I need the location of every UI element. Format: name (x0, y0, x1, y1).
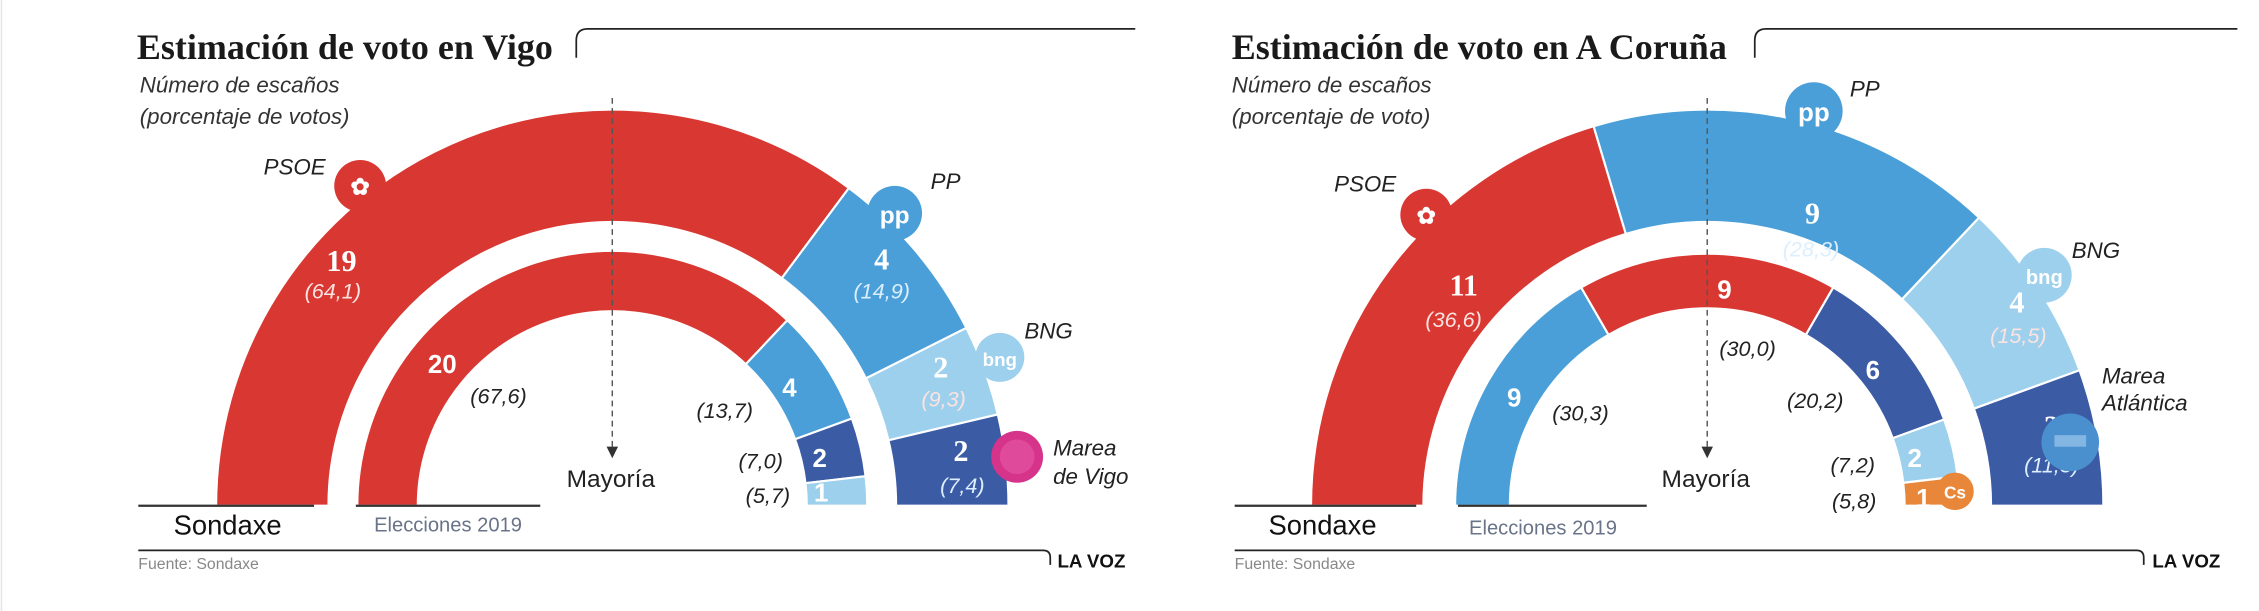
seat-label: 2 (933, 351, 948, 385)
seat-label: 4 (2009, 286, 2024, 320)
party-label-bng: BNG (1024, 319, 1072, 344)
chart-title: Estimación de voto en A Coruña (1232, 27, 1727, 67)
subtitle-line1: Número de escaños (1232, 72, 1432, 97)
footer-rule (1234, 549, 2145, 565)
party-label-psoe: PSOE (264, 154, 327, 179)
pct-label: (64,1) (305, 278, 361, 303)
majority-label: Mayoría (567, 466, 656, 493)
subtitle-line1: Número de escaños (140, 72, 340, 97)
party-label-marea-1: Marea (1053, 435, 1116, 460)
pct-label: (20,2) (1787, 388, 1843, 413)
seat-label: 9 (1805, 196, 1820, 230)
pp-logo-icon: pp (867, 185, 923, 241)
psoe-rose-logo-icon: ✿ (334, 159, 387, 212)
svg-text:pp: pp (880, 202, 910, 229)
arcs-vigo (215, 108, 1010, 507)
chart-coruna: Estimación de voto en A Coruña Número de… (1232, 27, 2238, 573)
bng-logo-icon: bng (975, 332, 1025, 382)
ring-label-2019: Elecciones 2019 (1469, 518, 1617, 540)
seat-arc-segment (215, 108, 851, 507)
bng-logo-icon: bng (2016, 247, 2072, 303)
pct-label: (5,7) (746, 483, 790, 508)
pp-logo-icon: pp (1785, 82, 1843, 140)
marea-de-vigo-logo-icon (991, 430, 1044, 483)
seat-arc-segment (1972, 368, 2105, 507)
party-label-pp: PP (1850, 77, 1880, 102)
pct-label: (13,7) (696, 398, 752, 423)
pct-label: (7,4) (940, 473, 984, 498)
seat-label: 19 (326, 244, 356, 278)
seat-label: 4 (874, 242, 889, 276)
pct-label: (7,0) (738, 448, 782, 473)
party-label-pp: PP (931, 169, 961, 194)
seat-label: 1 (814, 479, 828, 507)
marea-atlantica-logo-icon (2041, 413, 2100, 472)
pct-label: (28,3) (1783, 237, 1839, 262)
party-label-bng: BNG (2072, 238, 2120, 263)
seat-label: 1 (1916, 485, 1930, 513)
pct-label: (36,6) (1425, 307, 1481, 332)
party-label-psoe: PSOE (1334, 172, 1397, 197)
party-label-marea-2: de Vigo (1053, 464, 1128, 489)
seat-arc-segment (356, 249, 789, 507)
pct-label: (7,2) (1831, 453, 1875, 478)
pct-label: (5,8) (1832, 489, 1876, 514)
ring-label-2019: Elecciones 2019 (374, 515, 522, 537)
party-label-marea-2: Atlántica (2100, 391, 2188, 416)
pct-label: (9,3) (921, 386, 965, 411)
chart-vigo: Estimación de voto en Vigo Número de esc… (137, 27, 1136, 573)
party-label-marea-1: Marea (2102, 363, 2165, 388)
arcs-coruna (1309, 108, 2105, 507)
seat-label: 6 (1866, 357, 1880, 385)
majority-arrow-icon (606, 446, 619, 459)
ring-label-sondaxe: Sondaxe (174, 510, 282, 541)
seat-label: 9 (1717, 276, 1731, 304)
seat-label: 2 (813, 445, 827, 473)
pct-label: (15,5) (1990, 323, 2046, 348)
psoe-rose-logo-icon: ✿ (1400, 188, 1453, 241)
pct-label: (67,6) (470, 383, 526, 408)
svg-text:✿: ✿ (351, 174, 370, 200)
footer-rule (138, 549, 1052, 565)
svg-text:✿: ✿ (1417, 202, 1436, 228)
seat-label: 4 (782, 374, 797, 402)
title-rule (1753, 28, 2238, 58)
majority-label: Mayoría (1662, 466, 1751, 493)
seat-arc-segment (1309, 124, 1628, 507)
svg-text:pp: pp (1798, 99, 1830, 127)
pct-label: (30,3) (1552, 401, 1608, 426)
title-rule (575, 28, 1136, 58)
chart-title: Estimación de voto en Vigo (137, 27, 553, 67)
brand-la-voz: LA VOZ (2152, 551, 2220, 572)
ring-label-sondaxe: Sondaxe (1269, 510, 1377, 541)
subtitle-line2: (porcentaje de voto) (1232, 104, 1431, 129)
seat-label: 2 (1907, 445, 1921, 473)
cs-logo-icon: Cs (1936, 472, 1974, 511)
pct-label: (14,9) (853, 278, 909, 303)
seat-label: 20 (428, 351, 457, 379)
svg-text:bng: bng (983, 349, 1017, 370)
brand-la-voz: LA VOZ (1057, 551, 1125, 572)
svg-text:bng: bng (2026, 267, 2063, 289)
majority-arrow-icon (1701, 446, 1713, 459)
seat-label: 9 (1507, 384, 1521, 412)
svg-text:Cs: Cs (1944, 483, 1966, 503)
seat-arc-segment (804, 474, 869, 507)
seat-label: 2 (953, 434, 968, 468)
seat-label: 11 (1449, 268, 1478, 302)
source-text: Fuente: Sondaxe (138, 556, 259, 573)
subtitle-line2: (porcentaje de votos) (140, 104, 350, 129)
pct-label: (30,0) (1719, 336, 1775, 361)
source-text: Fuente: Sondaxe (1235, 556, 1356, 573)
